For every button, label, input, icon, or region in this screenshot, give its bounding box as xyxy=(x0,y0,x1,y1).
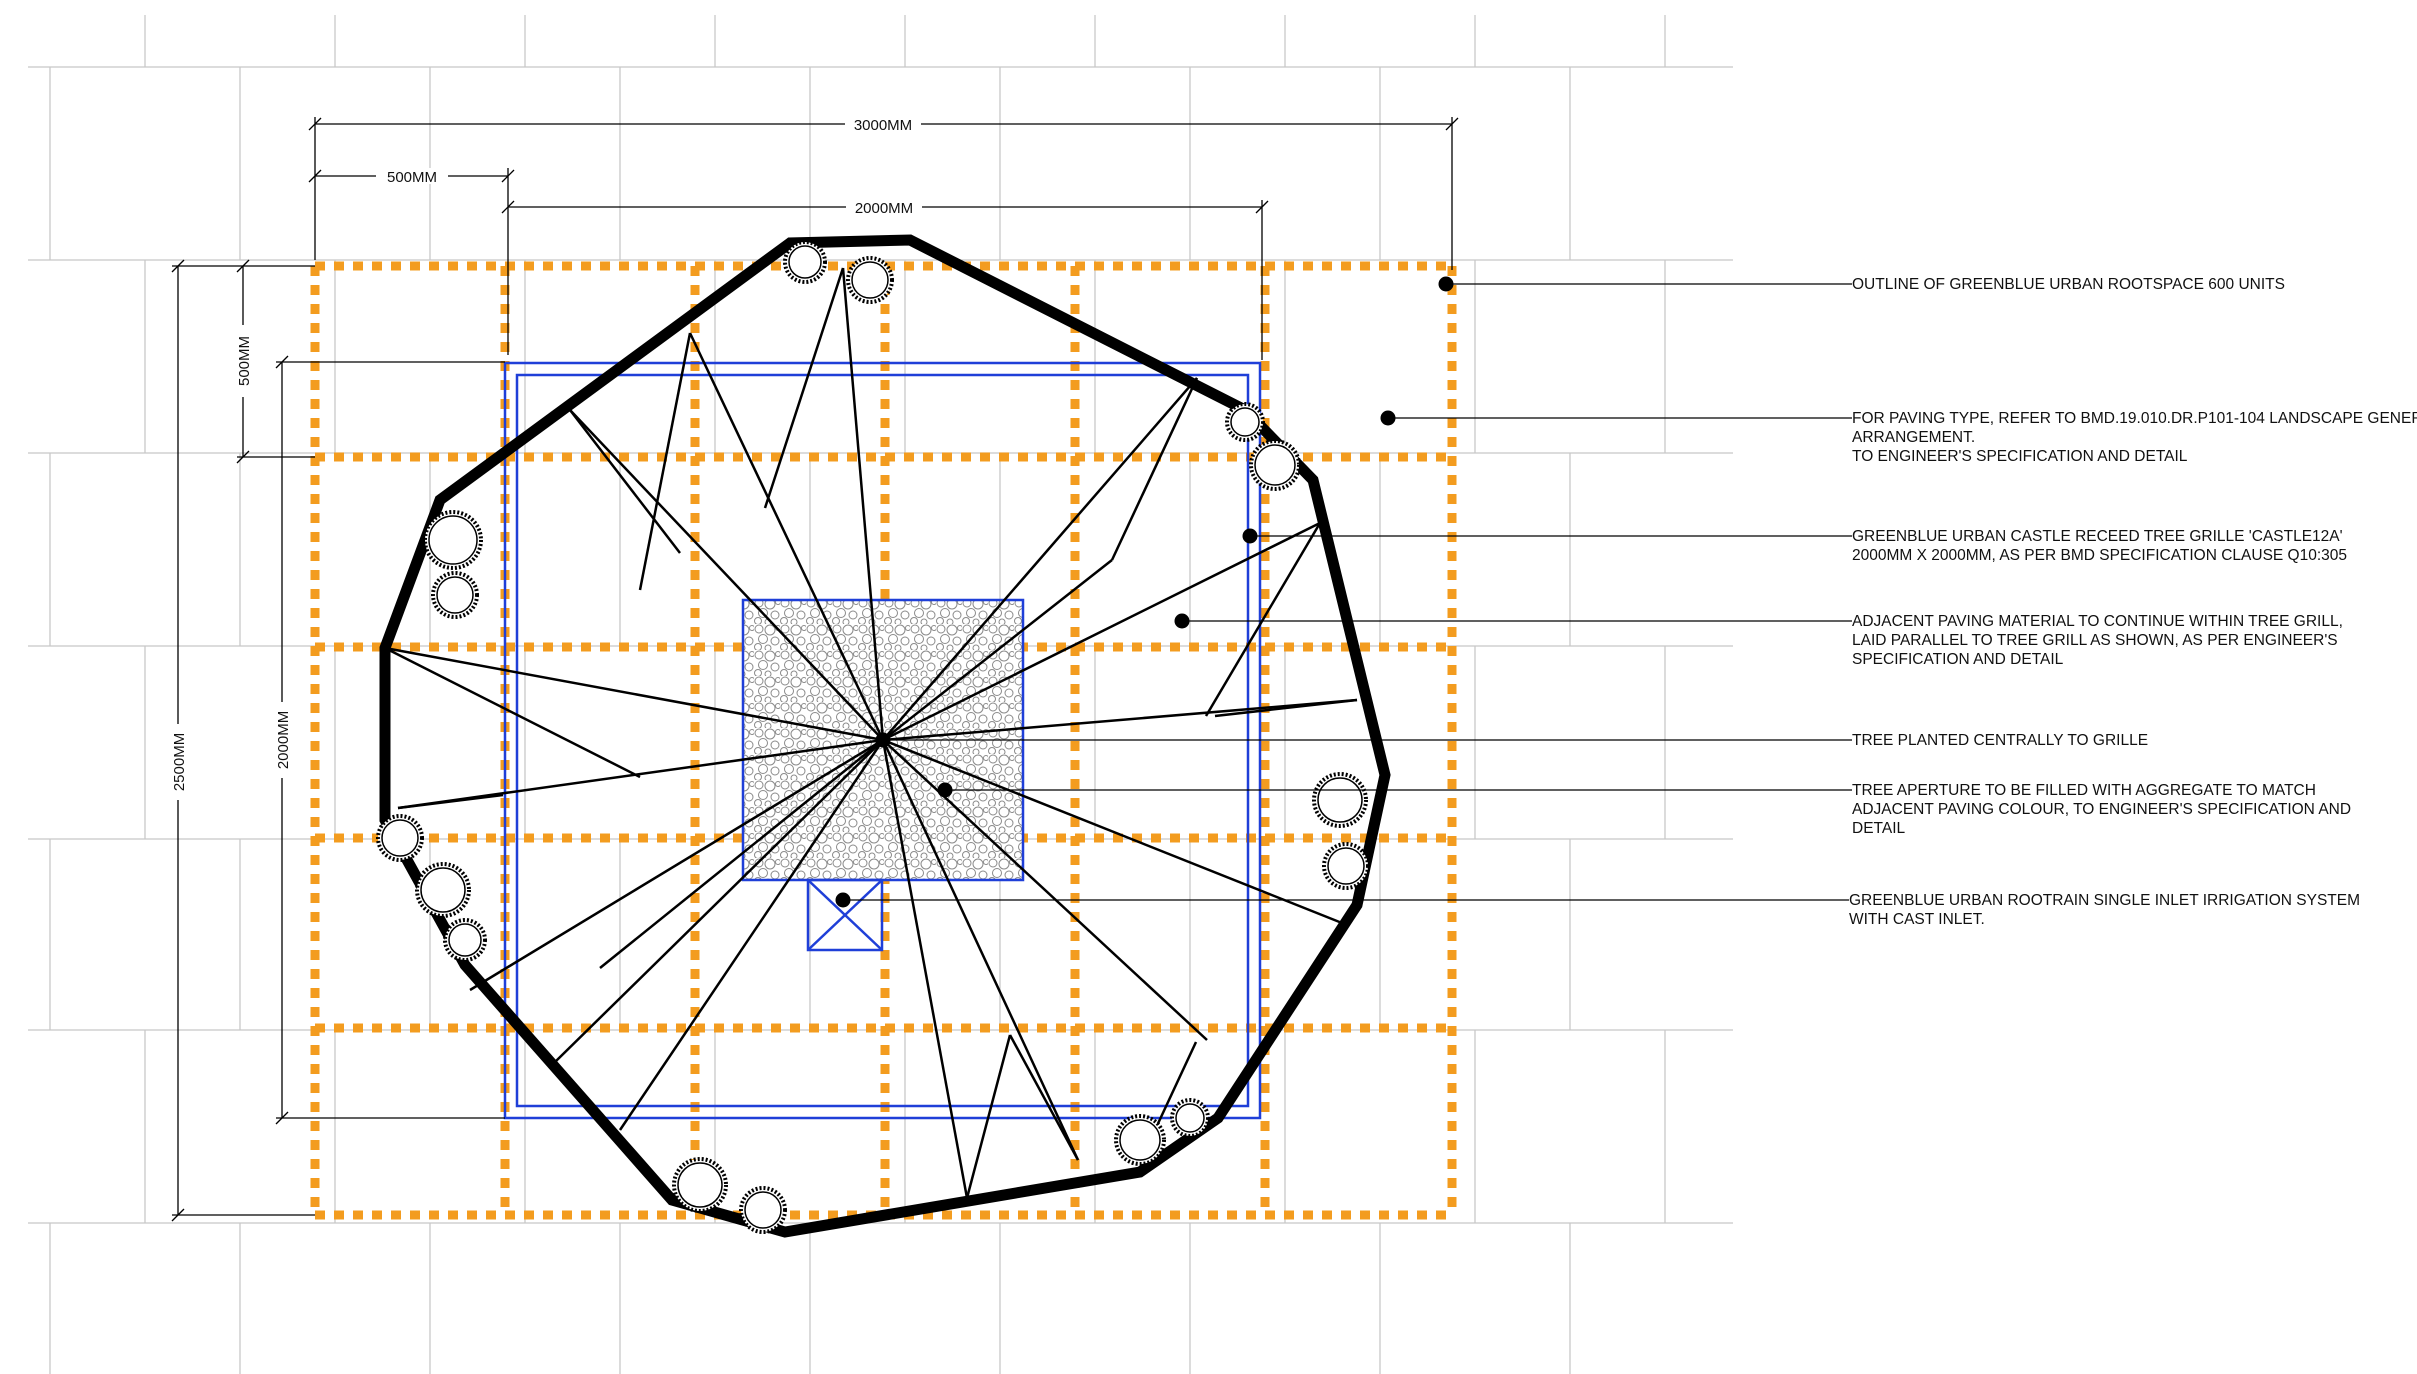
canopy-scallop xyxy=(431,571,479,619)
canopy-scallop xyxy=(415,862,471,918)
note-line: DETAIL xyxy=(1852,820,1905,837)
canopy-ray xyxy=(881,739,969,1199)
note-paving-type: FOR PAVING TYPE, REFER TO BMD.19.010.DR.… xyxy=(1852,410,2417,465)
canopy-branch xyxy=(1204,522,1322,717)
canopy-scallop xyxy=(443,918,487,962)
note-line: ADJACENT PAVING MATERIAL TO CONTINUE WIT… xyxy=(1852,613,2343,630)
canopy-ray xyxy=(618,739,885,1131)
leader-lines xyxy=(843,283,1852,901)
note-tree-aperture: TREE APERTURE TO BE FILLED WITH AGGREGAT… xyxy=(1852,782,2355,837)
annotation-notes: OUTLINE OF GREENBLUE URBAN ROOTSPACE 600… xyxy=(1849,276,2417,928)
canopy-scallop-inner xyxy=(1254,444,1296,486)
leader-dots xyxy=(835,276,1454,908)
canopy-scallop-inner xyxy=(677,1162,723,1208)
canopy-branch xyxy=(397,793,504,810)
dim-offset-width: 500MM xyxy=(387,169,437,186)
canopy-scallop xyxy=(1225,402,1265,442)
irrigation-inlet xyxy=(806,878,884,952)
canopy-branch xyxy=(1008,1034,1080,1161)
note-rootspace-outline: OUTLINE OF GREENBLUE URBAN ROOTSPACE 600… xyxy=(1852,276,2285,293)
canopy-ray xyxy=(688,332,885,741)
note-line: 2000MM X 2000MM, AS PER BMD SPECIFICATIO… xyxy=(1852,547,2347,564)
canopy-scallop-inner xyxy=(1119,1119,1161,1161)
canopy-ray xyxy=(882,739,1208,1041)
canopy-scallop-inner xyxy=(1327,847,1365,885)
canopy-ray xyxy=(469,738,884,992)
note-line: TREE PLANTED CENTRALLY TO GRILLE xyxy=(1852,732,2148,749)
canopy-ray xyxy=(841,267,885,741)
dim-grille-width: 2000MM xyxy=(855,200,913,217)
canopy-scallop xyxy=(1114,1114,1166,1166)
dim-offset-height: 500MM xyxy=(236,336,253,386)
canopy-ray xyxy=(882,521,1321,742)
canopy-scallop-inner xyxy=(381,819,419,857)
canopy-branch xyxy=(1110,377,1199,561)
canopy-branch xyxy=(638,332,692,591)
note-tree-planted: TREE PLANTED CENTRALLY TO GRILLE xyxy=(1852,732,2148,749)
canopy-ray xyxy=(882,559,1113,741)
canopy-branch xyxy=(965,1034,1012,1199)
canopy-scallop-inner xyxy=(428,515,478,565)
canopy-scallop-inner xyxy=(1317,777,1363,823)
canopy-ray xyxy=(882,738,1343,925)
note-line: OUTLINE OF GREENBLUE URBAN ROOTSPACE 600… xyxy=(1852,276,2285,293)
canopy-ray xyxy=(384,646,884,742)
note-line: SPECIFICATION AND DETAIL xyxy=(1852,651,2064,668)
canopy-scallop xyxy=(846,256,894,304)
canopy-scallop xyxy=(783,240,827,284)
note-adjacent-paving: ADJACENT PAVING MATERIAL TO CONTINUE WIT… xyxy=(1852,613,2347,668)
canopy-ray xyxy=(882,377,1198,741)
note-line: GREENBLUE URBAN ROOTRAIN SINGLE INLET IR… xyxy=(1849,892,2360,909)
dim-grille-height: 2000MM xyxy=(275,711,292,769)
canopy-scallop xyxy=(739,1186,787,1234)
tree-canopy-outline xyxy=(376,234,1391,1238)
note-line: ARRANGEMENT. xyxy=(1852,429,1975,446)
canopy-ray xyxy=(881,739,1080,1161)
canopy-branch xyxy=(569,409,681,554)
canopy-scallop xyxy=(1170,1098,1210,1138)
canopy-scallop xyxy=(1249,439,1301,491)
canopy-scallop xyxy=(423,510,483,570)
note-line: ADJACENT PAVING COLOUR, TO ENGINEER'S SP… xyxy=(1852,801,2351,818)
tree-canopy-lines xyxy=(384,267,1358,1199)
dim-overall-width: 3000MM xyxy=(854,117,912,134)
canopy-scallop-inner xyxy=(1230,407,1260,437)
canopy-branch xyxy=(1153,1041,1198,1131)
canopy-scallop-inner xyxy=(744,1191,782,1229)
note-line: LAID PARALLEL TO TREE GRILL AS SHOWN, AS… xyxy=(1852,632,2338,649)
canopy-branch xyxy=(1214,698,1358,718)
canopy-scallop-inner xyxy=(851,261,889,299)
canopy-scallop xyxy=(672,1157,728,1213)
canopy-scallop xyxy=(1322,842,1370,890)
note-line: FOR PAVING TYPE, REFER TO BMD.19.010.DR.… xyxy=(1852,410,2417,427)
dim-overall-height: 2500MM xyxy=(171,733,188,791)
canopy-scallop-inner xyxy=(1175,1103,1205,1133)
canopy-ray xyxy=(569,409,884,741)
canopy-ray xyxy=(599,739,884,969)
canopy-ray xyxy=(554,739,884,1063)
note-line: WITH CAST INLET. xyxy=(1849,911,1985,928)
note-line: TO ENGINEER'S SPECIFICATION AND DETAIL xyxy=(1852,448,2188,465)
canopy-scallop-inner xyxy=(788,245,822,279)
canopy-ray xyxy=(397,738,884,810)
note-line: TREE APERTURE TO BE FILLED WITH AGGREGAT… xyxy=(1852,782,2316,799)
canopy-branch xyxy=(384,646,641,779)
canopy-outline-path xyxy=(379,234,1391,1238)
canopy-scallop-inner xyxy=(448,923,482,957)
canopy-scallop-inner xyxy=(436,576,474,614)
canopy-ray xyxy=(882,698,1358,742)
note-tree-grille: GREENBLUE URBAN CASTLE RECEED TREE GRILL… xyxy=(1852,528,2347,564)
canopy-branch xyxy=(763,267,845,509)
note-line: GREENBLUE URBAN CASTLE RECEED TREE GRILL… xyxy=(1852,528,2343,545)
canopy-scallop xyxy=(376,814,424,862)
canopy-scallop-inner xyxy=(420,867,466,913)
canopy-scallop xyxy=(1312,772,1368,828)
note-irrigation: GREENBLUE URBAN ROOTRAIN SINGLE INLET IR… xyxy=(1849,892,2364,928)
dimension-labels: 3000MM 500MM 2000MM 2500MM 500MM 2000MM xyxy=(170,116,922,800)
